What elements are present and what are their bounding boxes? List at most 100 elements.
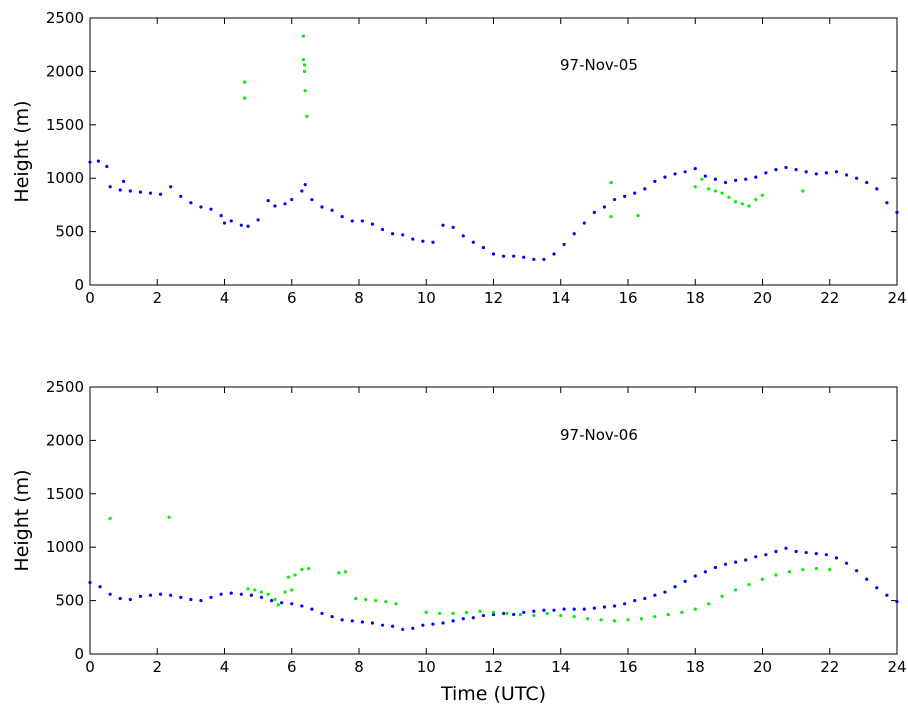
data-point [98, 585, 102, 589]
data-point [391, 232, 395, 236]
data-point [243, 80, 247, 84]
data-point [865, 180, 869, 185]
data-point [713, 177, 718, 181]
data-point [865, 577, 869, 581]
data-point [693, 166, 697, 171]
data-point [301, 58, 306, 62]
data-point [239, 592, 243, 596]
data-point [451, 619, 455, 623]
data-point [431, 622, 435, 626]
data-point [421, 239, 425, 243]
data-point [512, 612, 516, 617]
x-tick-label: 20 [753, 658, 772, 676]
data-point [451, 225, 455, 229]
data-point [895, 210, 899, 214]
data-point [683, 579, 687, 583]
data-point [118, 596, 122, 601]
data-point [720, 191, 724, 195]
data-point [148, 593, 153, 597]
data-point [663, 175, 667, 179]
data-point [505, 611, 509, 616]
y-tick-label: 2000 [46, 431, 84, 449]
data-point [138, 594, 143, 598]
data-point [774, 549, 778, 554]
data-point [713, 189, 718, 193]
data-point [794, 549, 798, 554]
data-point [723, 180, 728, 185]
data-point [740, 202, 744, 206]
data-point [760, 577, 765, 581]
data-point [481, 613, 486, 618]
x-tick-label: 0 [85, 658, 95, 676]
data-point [354, 596, 358, 601]
x-tick-label: 22 [820, 289, 839, 307]
data-point [844, 561, 849, 565]
data-point [760, 193, 765, 197]
data-point [542, 608, 546, 612]
data-point [875, 187, 879, 191]
data-point [243, 96, 247, 100]
data-point [300, 604, 304, 608]
data-point [96, 159, 101, 163]
data-point [602, 605, 607, 609]
data-point [633, 599, 637, 603]
data-point [828, 568, 832, 572]
data-point [855, 569, 859, 573]
bottom-plot-area: 0 2 4 6 8 10 12 14 16 18 20 22 240500100015002000250… [46, 378, 907, 676]
data-point [643, 596, 647, 601]
data-point [512, 254, 516, 258]
data-point [532, 613, 536, 618]
data-point [219, 213, 223, 218]
data-point [673, 585, 677, 589]
data-point [592, 606, 596, 610]
data-point [844, 173, 849, 177]
data-point [302, 69, 307, 73]
data-point [693, 574, 697, 578]
bottom-panel-annotation: 97-Nov-06 [560, 426, 638, 444]
data-point [169, 593, 173, 597]
data-point [179, 595, 183, 599]
data-point [609, 180, 613, 185]
data-point [562, 242, 566, 247]
data-point [370, 222, 375, 226]
data-point [159, 592, 163, 596]
data-point [720, 594, 724, 598]
y-tick-label: 0 [74, 276, 84, 294]
data-point [814, 552, 818, 556]
top-y-axis-title: Height (m) [11, 100, 33, 202]
data-point [703, 570, 707, 574]
data-point [330, 208, 334, 212]
data-point [108, 185, 112, 189]
data-point [88, 580, 92, 585]
data-point [612, 604, 617, 608]
y-tick-label: 1000 [46, 169, 84, 187]
data-point [501, 254, 506, 258]
plot-frame [89, 17, 898, 286]
data-point [411, 237, 415, 241]
data-point [269, 599, 274, 603]
data-point [734, 588, 738, 592]
data-point [612, 619, 617, 623]
data-point [118, 188, 122, 192]
data-point [734, 178, 738, 182]
data-point [824, 553, 828, 557]
data-point [703, 174, 707, 178]
data-point [360, 620, 364, 624]
data-point [380, 623, 385, 627]
data-point [320, 205, 324, 209]
data-point [747, 582, 751, 587]
data-point [734, 560, 738, 564]
x-tick-label: 4 [220, 658, 230, 676]
x-tick-label: 24 [887, 289, 906, 307]
data-point [441, 621, 445, 625]
data-point [707, 602, 711, 606]
bottom-x-axis-title: Time (UTC) [440, 683, 546, 705]
data-point [814, 172, 818, 176]
data-point [391, 624, 395, 628]
data-point [350, 219, 354, 223]
data-point [286, 575, 290, 579]
y-tick-label: 500 [55, 223, 84, 241]
y-tick-label: 0 [74, 645, 84, 663]
data-point [199, 205, 203, 209]
